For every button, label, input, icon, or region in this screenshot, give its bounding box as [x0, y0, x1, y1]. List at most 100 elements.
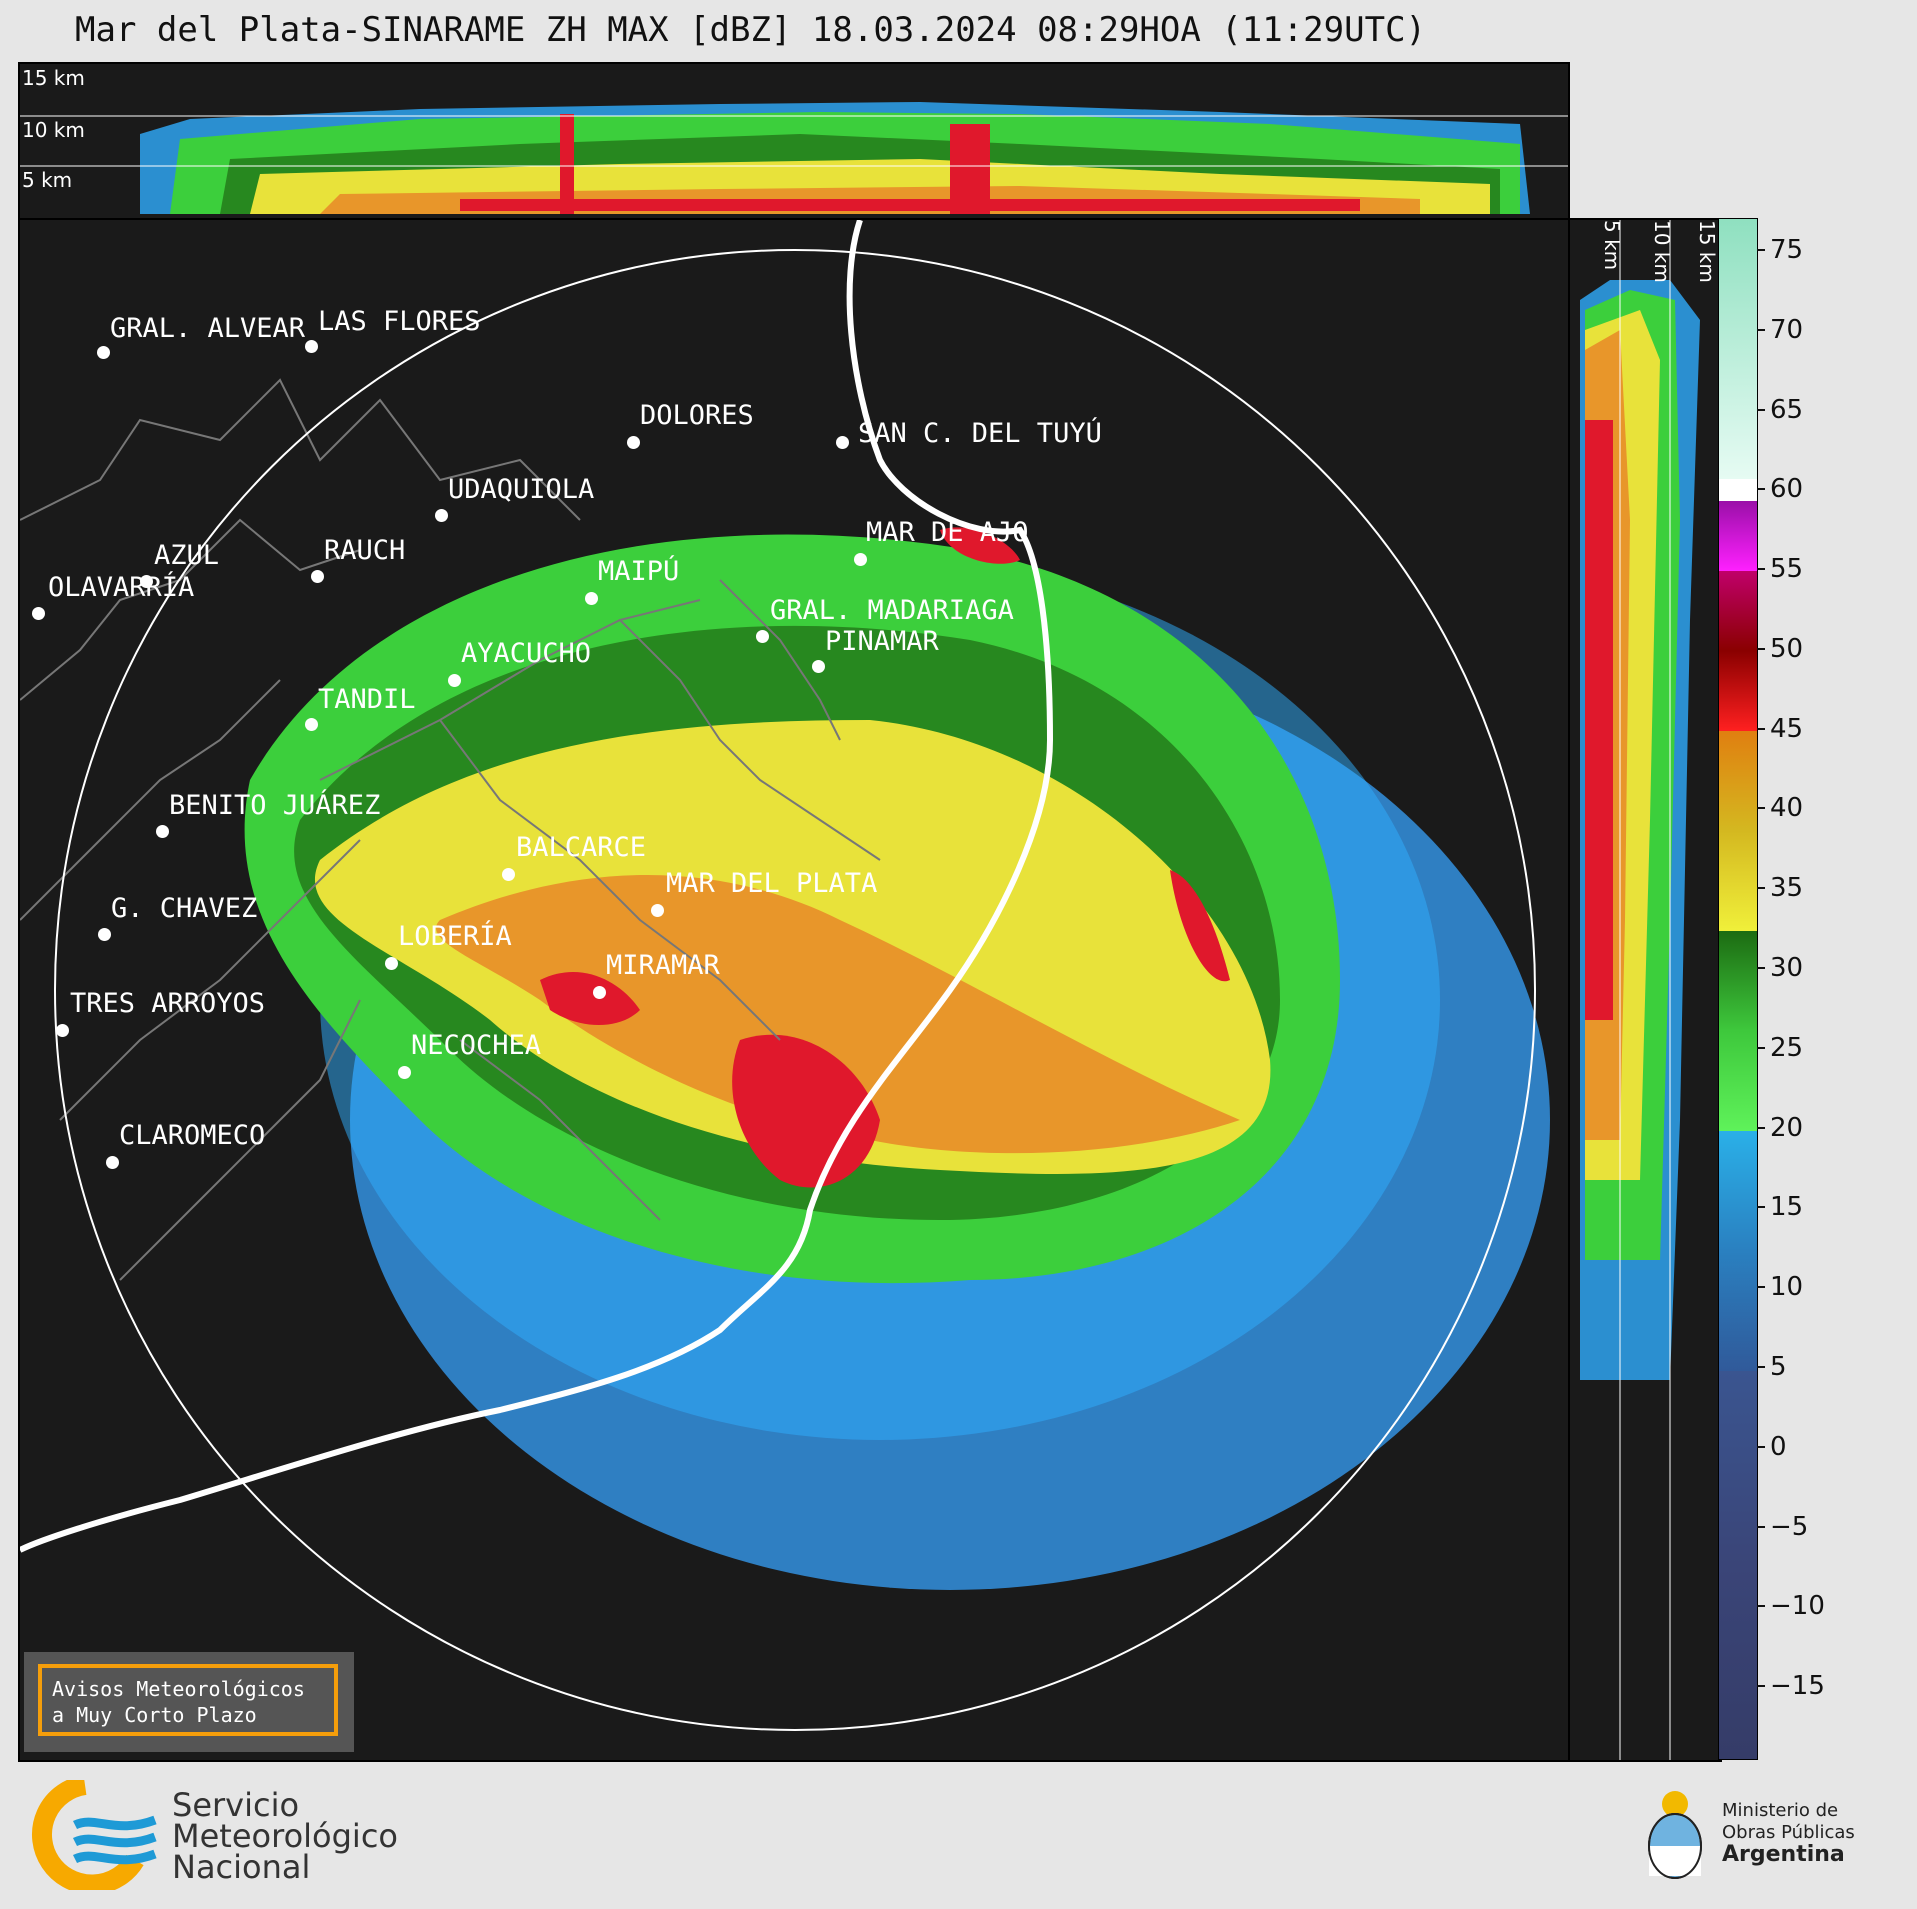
colorbar-tick	[1757, 1525, 1765, 1528]
colorbar-tick-label: 25	[1770, 1032, 1804, 1063]
smn-logo-icon	[32, 1780, 157, 1890]
ministerio-line-1: Ministerio de	[1722, 1800, 1839, 1821]
city-label-maipu: MAIPÚ	[598, 556, 680, 587]
smn-line-2: Meteorológico	[172, 1817, 398, 1855]
top-cross-section-panel: 15 km 10 km 5 km	[18, 62, 1570, 220]
colorbar-tick	[1757, 647, 1765, 650]
radar-map-image	[20, 220, 1550, 1731]
colorbar-tick-label: 35	[1770, 873, 1804, 904]
colorbar-tick-label: −15	[1770, 1671, 1825, 1702]
smn-line-3: Nacional	[172, 1848, 311, 1886]
dbz-colorbar	[1718, 218, 1758, 1760]
city-label-benito-juarez: BENITO JUÁREZ	[169, 790, 381, 821]
city-marker-maipu	[585, 592, 598, 605]
colorbar-tick	[1757, 248, 1765, 251]
city-marker-udaquiola	[435, 509, 448, 522]
top-cross-section-image	[20, 102, 1568, 214]
city-label-balcarce: BALCARCE	[516, 832, 647, 863]
city-marker-g-chavez	[98, 928, 111, 941]
city-label-las-flores: LAS FLORES	[318, 306, 481, 337]
colorbar-tick-label: 15	[1770, 1192, 1804, 1223]
city-label-miramar: MIRAMAR	[606, 950, 720, 981]
colorbar-tick	[1757, 807, 1765, 810]
avisos-box-border: Avisos Meteorológicos a Muy Corto Plazo	[38, 1664, 338, 1736]
city-marker-balcarce	[502, 868, 515, 881]
city-marker-mar-de-ajo	[854, 553, 867, 566]
colorbar-tick-label: 65	[1770, 394, 1804, 425]
avisos-line-1: Avisos Meteorológicos	[52, 1677, 305, 1701]
city-label-azul: AZUL	[154, 540, 220, 571]
colorbar-tick-label: 5	[1770, 1352, 1787, 1382]
city-marker-loberia	[385, 957, 398, 970]
city-marker-claromeco	[106, 1156, 119, 1169]
colorbar-tick	[1757, 1605, 1765, 1608]
smn-line-1: Servicio	[172, 1786, 300, 1824]
city-label-mar-de-ajo: MAR DE AJO	[866, 517, 1029, 548]
city-marker-gral-madariaga	[756, 630, 769, 643]
colorbar-tick-label: 0	[1770, 1431, 1787, 1462]
city-label-ayacucho: AYACUCHO	[461, 638, 592, 669]
city-label-udaquiola: UDAQUIOLA	[448, 474, 595, 505]
smn-logo-text: Servicio Meteorológico Nacional	[172, 1786, 398, 1886]
colorbar-tick	[1757, 488, 1765, 491]
city-label-loberia: LOBERÍA	[398, 921, 512, 952]
city-marker-san-c-del-tuyu	[836, 436, 849, 449]
city-label-rauch: RAUCH	[324, 535, 406, 566]
colorbar-tick	[1757, 727, 1765, 730]
right-height-label-10: 10 km	[1650, 220, 1674, 283]
city-marker-dolores	[627, 436, 640, 449]
map-title: Mar del Plata-SINARAME ZH MAX [dBZ] 18.0…	[75, 10, 1427, 50]
city-label-tres-arroyos: TRES ARROYOS	[70, 988, 266, 1019]
city-label-gral-madariaga: GRAL. MADARIAGA	[770, 595, 1014, 626]
city-label-dolores: DOLORES	[640, 400, 754, 431]
city-marker-tandil	[305, 718, 318, 731]
city-label-pinamar: PINAMAR	[825, 626, 939, 657]
colorbar-tick-label: −10	[1770, 1591, 1825, 1622]
colorbar-tick-label: 55	[1770, 554, 1804, 585]
radar-map-panel: GRAL. ALVEAR LAS FLORES DOLORES SAN C. D…	[18, 218, 1570, 1762]
city-label-claromeco: CLAROMECO	[119, 1120, 266, 1151]
colorbar-tick-label: 20	[1770, 1112, 1804, 1143]
colorbar-tick	[1757, 328, 1765, 331]
ministerio-logo-text: Ministerio de Obras Públicas Argentina	[1722, 1800, 1855, 1867]
city-marker-benito-juarez	[156, 825, 169, 838]
city-marker-pinamar	[812, 660, 825, 673]
colorbar-tick-label: 75	[1770, 234, 1804, 265]
avisos-box[interactable]: Avisos Meteorológicos a Muy Corto Plazo	[24, 1652, 354, 1752]
colorbar-tick-label: 70	[1770, 314, 1804, 345]
city-marker-tres-arroyos	[56, 1024, 69, 1037]
ministerio-line-3: Argentina	[1722, 1842, 1845, 1867]
colorbar-tick	[1757, 568, 1765, 571]
colorbar-tick-label: 50	[1770, 633, 1804, 664]
city-label-mar-del-plata: MAR DEL PLATA	[666, 868, 878, 899]
colorbar-tick-label: 60	[1770, 474, 1804, 505]
top-height-label-15: 15 km	[22, 66, 85, 90]
city-marker-necochea	[398, 1066, 411, 1079]
city-marker-ayacucho	[448, 674, 461, 687]
right-height-label-15: 15 km	[1695, 220, 1719, 283]
city-marker-olavarria	[32, 607, 45, 620]
colorbar-tick	[1757, 1286, 1765, 1289]
right-cross-section-panel: 5 km 10 km 15 km	[1568, 218, 1722, 1762]
colorbar-tick	[1757, 1445, 1765, 1448]
colorbar-tick	[1757, 408, 1765, 411]
city-label-olavarria: OLAVARRÍA	[48, 572, 195, 603]
colorbar-tick	[1757, 1685, 1765, 1688]
city-marker-miramar	[593, 986, 606, 999]
colorbar-tick-label: 40	[1770, 793, 1804, 824]
colorbar-tick	[1757, 967, 1765, 970]
top-height-label-10: 10 km	[22, 118, 85, 142]
city-marker-mar-del-plata	[651, 904, 664, 917]
city-marker-gral-alvear	[97, 346, 110, 359]
city-label-gral-alvear: GRAL. ALVEAR	[110, 313, 306, 344]
colorbar-tick-label: −5	[1770, 1511, 1809, 1542]
colorbar-tick-label: 45	[1770, 713, 1804, 744]
city-marker-azul	[140, 575, 153, 588]
argentina-coat-of-arms-icon	[1648, 1791, 1702, 1879]
city-label-san-c-del-tuyu: SAN C. DEL TUYÚ	[858, 418, 1102, 449]
city-label-g-chavez: G. CHAVEZ	[111, 893, 258, 924]
top-height-label-5: 5 km	[22, 168, 73, 192]
city-marker-rauch	[311, 570, 324, 583]
city-marker-las-flores	[305, 340, 318, 353]
colorbar-tick	[1757, 887, 1765, 890]
